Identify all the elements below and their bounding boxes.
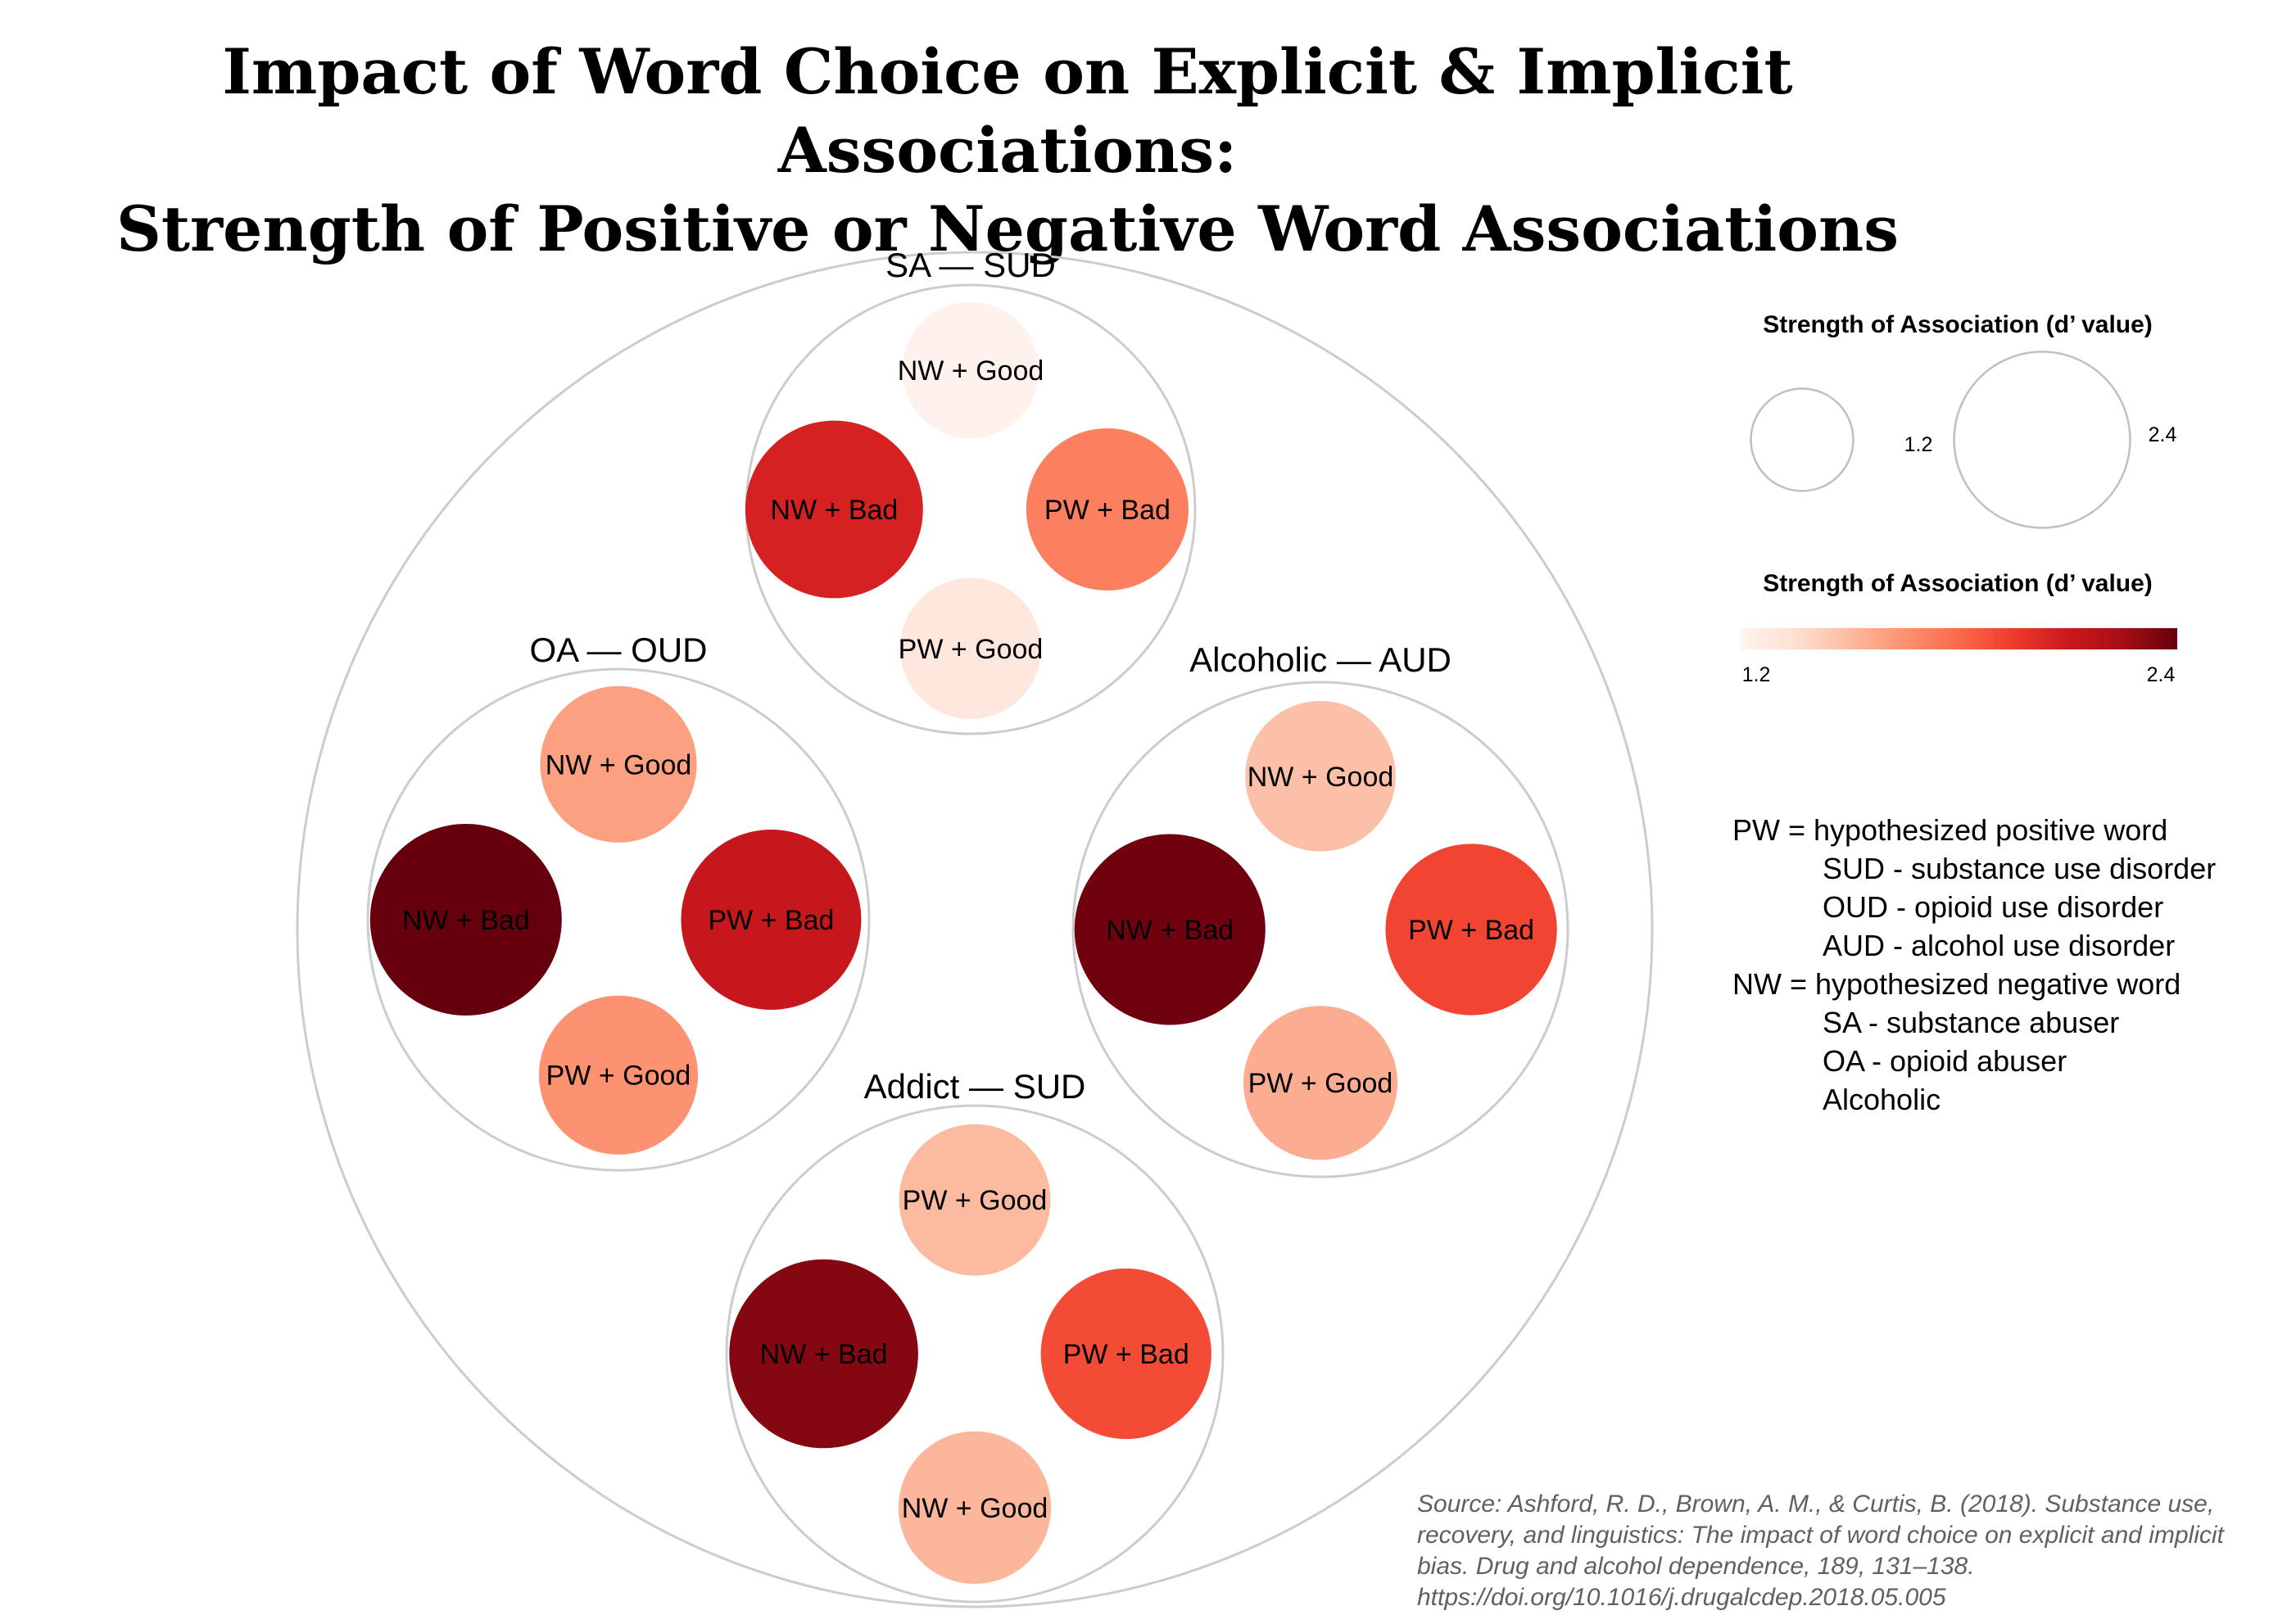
group-oa-oud: OA — OUD NW + Good NW + Bad PW + Bad PW + Go… (366, 631, 871, 1172)
definition-item: OUD - opioid use disorder (1823, 890, 2164, 924)
bubble-pw-good (899, 577, 1042, 719)
bubble-label: PW + Good (1248, 1068, 1393, 1099)
group-container-circle (366, 667, 871, 1172)
bubble-pw-bad (681, 830, 862, 1010)
group-container-circle (725, 1104, 1225, 1604)
bubble-label: NW + Bad (1106, 915, 1234, 946)
outer-container-circle (296, 251, 1654, 1608)
bubble-label: NW + Bad (770, 495, 898, 526)
bubble-nw-bad (1074, 834, 1266, 1025)
bubble-groups: SA — SUD NW + Good NW + Bad PW + Bad PW + Go… (366, 246, 1569, 1604)
bubble-pw-good (538, 995, 699, 1155)
bubble-label: PW + Bad (1044, 495, 1171, 526)
bubble-label: PW + Bad (1408, 915, 1534, 946)
group-sa-sud: SA — SUD NW + Good NW + Bad PW + Bad PW + Go… (745, 246, 1197, 735)
color-legend-title: Strength of Association (d’ value) (1763, 570, 2153, 597)
bubble-label: PW + Bad (1063, 1339, 1189, 1370)
bubble-label: PW + Good (899, 634, 1044, 665)
bubble-pw-good (1243, 1006, 1398, 1160)
bubble-pw-good (899, 1124, 1051, 1276)
bubble-label: NW + Good (902, 1493, 1048, 1524)
bubble-nw-bad (369, 824, 562, 1016)
group-container-circle (1071, 681, 1569, 1178)
group-addict-sud: Addict — SUD PW + Good NW + Bad PW + Bad NW … (725, 1067, 1225, 1604)
definition-item: SUD - substance use disorder (1823, 852, 2217, 885)
legend: Strength of Association (d’ value) 1.2 2… (1740, 311, 2177, 686)
bubble-nw-good (540, 685, 697, 843)
size-legend-max-label: 2.4 (2149, 423, 2177, 446)
color-legend-max-label: 2.4 (2147, 663, 2176, 686)
bubble-pw-bad (1026, 427, 1189, 591)
bubble-label: PW + Good (903, 1185, 1048, 1216)
color-legend-min-label: 1.2 (1742, 663, 1771, 686)
bubble-label: NW + Good (898, 355, 1044, 387)
bubble-label: PW + Bad (708, 905, 834, 936)
size-legend-max-circle (1953, 351, 2131, 529)
color-legend-bar (1740, 628, 2177, 649)
size-legend-title: Strength of Association (d’ value) (1763, 311, 2153, 338)
bubble-label: PW + Good (546, 1061, 691, 1092)
definition-item: OA - opioid abuser (1823, 1044, 2067, 1078)
size-legend-min-circle (1750, 387, 1855, 492)
group-alcoholic-aud: Alcoholic — AUD NW + Good NW + Bad PW + Bad… (1071, 640, 1569, 1178)
definition-item: NW = hypothesized negative word (1732, 967, 2181, 1001)
group-label: SA — SUD (885, 246, 1056, 284)
group-label: OA — OUD (529, 631, 707, 669)
group-label: Addict — SUD (864, 1067, 1086, 1106)
bubble-pw-bad (1040, 1268, 1211, 1440)
definition-item: Alcoholic (1823, 1083, 1941, 1116)
bubble-label: NW + Bad (402, 905, 530, 936)
abbreviation-definitions: PW = hypothesized positive word SUD - sub… (1732, 811, 2273, 1119)
bubble-nw-good (902, 301, 1039, 439)
definition-item: SA - substance abuser (1823, 1006, 2120, 1039)
bubble-nw-bad (729, 1259, 918, 1449)
bubble-label: NW + Good (1248, 762, 1394, 793)
bubble-pw-bad (1385, 844, 1557, 1016)
bubble-nw-good (1245, 700, 1396, 852)
definition-item: PW = hypothesized positive word (1732, 813, 2168, 847)
chart-title: Impact of Word Choice on Explicit & Impl… (0, 33, 2015, 269)
chart-title-line-1: Impact of Word Choice on Explicit & Impl… (222, 35, 1793, 187)
bubble-nw-bad (745, 420, 923, 599)
group-label: Alcoholic — AUD (1189, 640, 1451, 679)
definition-item: AUD - alcohol use disorder (1823, 929, 2176, 962)
size-legend-min-label: 1.2 (1904, 433, 1933, 456)
bubble-label: NW + Good (546, 749, 692, 780)
bubble-nw-good (898, 1431, 1052, 1584)
source-citation: Source: Ashford, R. D., Brown, A. M., & … (1417, 1491, 2224, 1611)
bubble-label: NW + Bad (760, 1339, 888, 1370)
